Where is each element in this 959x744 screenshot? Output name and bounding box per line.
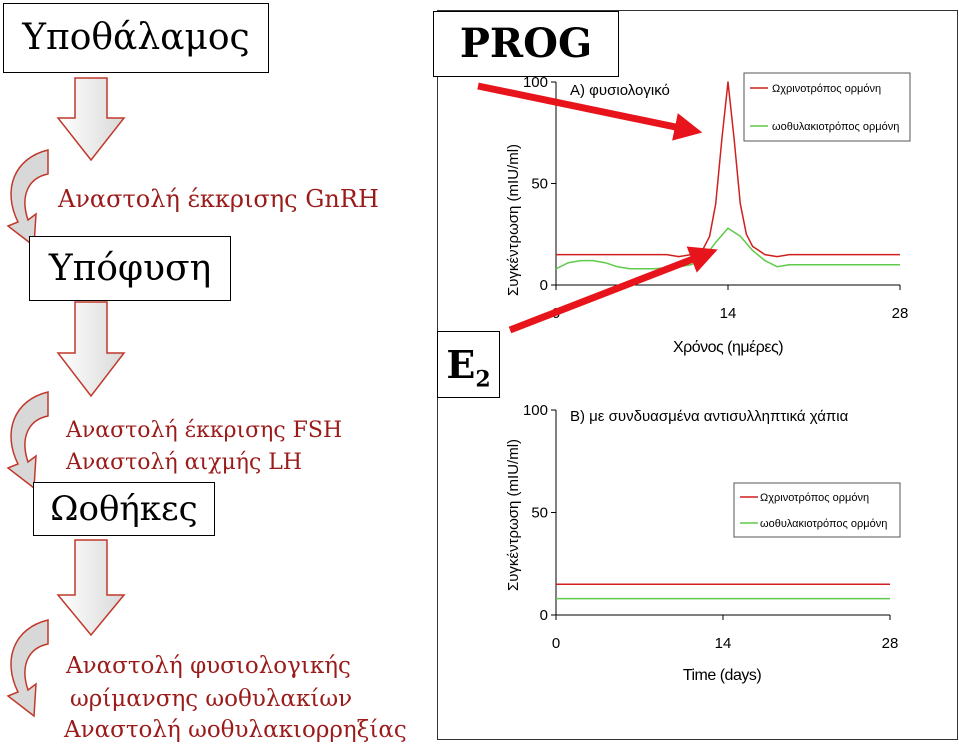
prog-label: PROG	[459, 20, 593, 67]
hypothalamus-label: Υποθάλαμος	[22, 17, 250, 58]
e2-subscript: 2	[475, 366, 491, 393]
e2-label: E2	[438, 332, 499, 413]
lh-text: Αναστολή αιχμής LH	[66, 450, 303, 475]
ovaries-box: Ωοθήκες	[33, 482, 215, 536]
chart-b-legend-lh: Ωχρινοτρόπος ορμόνη	[760, 492, 869, 504]
flow-arrows	[6, 77, 126, 718]
chart-1-ytick-label-0: 0	[540, 607, 548, 624]
chart-a-xlabel: Χρόνος (ημέρες)	[673, 339, 783, 356]
chart-0-xtick-label-2: 28	[892, 305, 909, 322]
chart-1-xtick-label-1: 14	[715, 635, 732, 652]
chart-a-ylabel: Συγκέντρωση (mIU/ml)	[505, 144, 522, 296]
chart-a-legend-box	[743, 72, 911, 142]
chart-a-title: Α) φυσιολογικό	[570, 82, 670, 99]
chart-0-xtick-label-1: 14	[720, 305, 737, 322]
chart-1-xtick-label-0: 0	[552, 635, 560, 652]
chart-0-series-lh-line	[556, 81, 900, 258]
prog-box: PROG	[433, 11, 619, 77]
chart-b-ylabel-text: Συγκέντρωση (mIU/ml)	[505, 439, 522, 591]
chart-b-xlabel: Time (days)	[683, 667, 762, 684]
ovaries-label: Ωοθήκες	[50, 489, 198, 529]
curve-arrow-3	[6, 619, 49, 718]
chart-a-legend-fsh: ωοθυλακιοτρόπος ορμόνη	[772, 121, 899, 133]
chart-a-legend-lh: Ωχρινοτρόπος ορμόνη	[772, 83, 881, 95]
prog-arrow	[477, 82, 703, 141]
chart-a-ylabel-text: Συγκέντρωση (mIU/ml)	[505, 144, 522, 296]
chart-b: Συγκέντρωση (mIU/ml) 0 50 100 0 14 28 Β) με σ…	[505, 402, 901, 684]
e2-box: E2	[437, 331, 500, 398]
chart-b-title: Β) με συνδυασμένα αντισυλληπτικά χάπια	[570, 408, 849, 425]
pituitary-box: Υπόφυση	[29, 236, 231, 301]
down-arrow-2	[56, 301, 126, 398]
chart-b-legend-box	[733, 482, 901, 538]
down-arrow-1	[56, 77, 126, 162]
fsh-text: Αναστολή έκκρισης FSH	[66, 418, 343, 443]
chart-b-ylabel: Συγκέντρωση (mIU/ml)	[505, 439, 522, 591]
gnrh-text: Αναστολή έκκρισης GnRH	[58, 185, 379, 213]
chart-b-legend-fsh: ωοθυλακιοτρόπος ορμόνη	[760, 518, 887, 530]
chart-0-ytick-label-2: 100	[523, 74, 548, 91]
e2-main: E	[446, 342, 476, 387]
down-arrow-3	[56, 539, 126, 637]
chart-0-ytick-label-1: 50	[531, 176, 548, 193]
maturation-text-2: ωρίμανσης ωοθυλακίων	[70, 686, 353, 712]
chart-1-ytick-label-2: 100	[523, 402, 548, 419]
pituitary-label: Υπόφυση	[48, 248, 212, 289]
chart-0-ytick-label-0: 0	[540, 277, 548, 294]
hypothalamus-box: Υποθάλαμος	[3, 3, 269, 73]
ovulation-text: Αναστολή ωοθυλακιορρηξίας	[64, 717, 407, 743]
chart-1-xtick-label-2: 28	[882, 635, 899, 652]
chart-1-ytick-label-1: 50	[531, 505, 548, 522]
curve-arrow-2	[6, 391, 49, 490]
curve-arrow-1	[6, 149, 49, 248]
e2-arrow	[508, 246, 718, 334]
maturation-text-1: Αναστολή φυσιολογικής	[66, 653, 351, 679]
